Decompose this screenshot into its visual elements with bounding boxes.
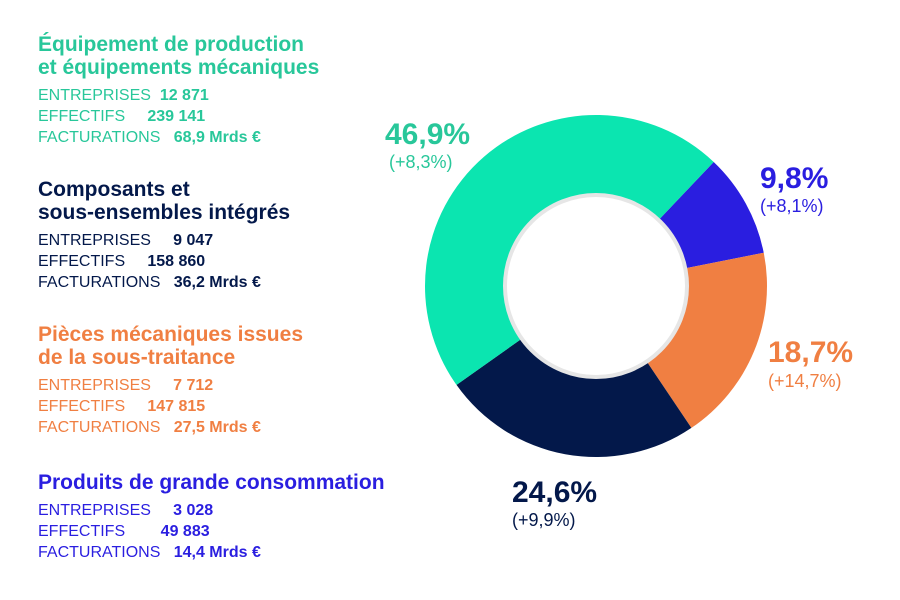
stat-value: 49 883 [160, 523, 210, 540]
stat-label: ENTREPRISES [38, 232, 151, 249]
legend-title-produits: Produits de grande consommation [38, 471, 385, 494]
stat-label: EFFECTIFS [38, 108, 126, 125]
stat-label: FACTURATIONS [38, 129, 161, 146]
legend-title-equipement: Équipement de production et équipements … [38, 33, 319, 79]
legend-title-line: de la sous-traitance [38, 346, 236, 369]
stat-row-effectifs: EFFECTIFS 147 815 [38, 396, 303, 417]
pct-label-composants: 24,6% [512, 476, 597, 509]
stat-value: 9 047 [173, 232, 214, 249]
stat-row-facturations: FACTURATIONS 14,4 Mrds € [38, 542, 385, 563]
legend-title-line: Produits de grande consommation [38, 471, 385, 494]
stat-label: FACTURATIONS [38, 419, 161, 436]
legend-block-pieces: Pièces mécaniques issues de la sous-trai… [38, 323, 303, 438]
stat-row-facturations: FACTURATIONS 36,2 Mrds € [38, 272, 290, 293]
change-label-pieces: (+14,7%) [768, 371, 842, 391]
legend-title-line: Pièces mécaniques issues [38, 323, 303, 346]
stat-label: EFFECTIFS [38, 523, 126, 540]
stat-value: 14,4 Mrds € [173, 544, 261, 561]
change-label-produits: (+8,1%) [760, 196, 824, 216]
legend-block-equipement: Équipement de production et équipements … [38, 33, 319, 148]
legend-title-line: Composants et [38, 178, 190, 201]
stat-row-effectifs: EFFECTIFS 49 883 [38, 521, 385, 542]
stat-row-facturations: FACTURATIONS 68,9 Mrds € [38, 127, 319, 148]
pct-label-equipement: 46,9% [385, 118, 470, 151]
stat-label: EFFECTIFS [38, 398, 126, 415]
legend-title-pieces: Pièces mécaniques issues de la sous-trai… [38, 323, 303, 369]
stat-label: FACTURATIONS [38, 544, 161, 561]
legend-block-composants: Composants et sous-ensembles intégrés EN… [38, 178, 290, 293]
stat-row-facturations: FACTURATIONS 27,5 Mrds € [38, 417, 303, 438]
legend-title-line: Équipement de production [38, 33, 304, 56]
stat-row-entreprises: ENTREPRISES 9 047 [38, 230, 290, 251]
stat-value: 12 871 [159, 87, 209, 104]
donut-slice-4 [659, 161, 764, 269]
stat-value: 147 815 [147, 398, 206, 415]
legend-title-composants: Composants et sous-ensembles intégrés [38, 178, 290, 224]
stat-row-effectifs: EFFECTIFS 158 860 [38, 251, 290, 272]
pct-label-produits: 9,8% [760, 162, 828, 195]
stat-label: ENTREPRISES [38, 502, 151, 519]
stat-value: 36,2 Mrds € [173, 274, 261, 291]
stat-value: 239 141 [147, 108, 206, 125]
legend-title-line: et équipements mécaniques [38, 56, 320, 79]
legend-title-line: sous-ensembles intégrés [38, 201, 291, 224]
legend-block-produits: Produits de grande consommation ENTREPRI… [38, 471, 385, 563]
donut-slice-3 [647, 252, 767, 428]
change-label-composants: (+9,9%) [512, 510, 576, 530]
stat-label: ENTREPRISES [38, 87, 151, 104]
donut-hole [503, 193, 689, 379]
stat-value: 27,5 Mrds € [173, 419, 261, 436]
stat-row-effectifs: EFFECTIFS 239 141 [38, 106, 319, 127]
stat-label: EFFECTIFS [38, 253, 126, 270]
donut-slice-1 [425, 114, 714, 385]
donut-slice-2 [456, 339, 692, 457]
stat-label: FACTURATIONS [38, 274, 161, 291]
stat-row-entreprises: ENTREPRISES 3 028 [38, 500, 385, 521]
stat-row-entreprises: ENTREPRISES 12 871 [38, 85, 319, 106]
change-label-equipement: (+8,3%) [389, 152, 453, 172]
donut-slices [425, 114, 767, 457]
stat-value: 158 860 [147, 253, 206, 270]
stat-label: ENTREPRISES [38, 377, 151, 394]
stat-value: 7 712 [173, 377, 214, 394]
stat-row-entreprises: ENTREPRISES 7 712 [38, 375, 303, 396]
stat-value: 68,9 Mrds € [173, 129, 261, 146]
pct-label-pieces: 18,7% [768, 336, 853, 369]
stat-value: 3 028 [173, 502, 214, 519]
